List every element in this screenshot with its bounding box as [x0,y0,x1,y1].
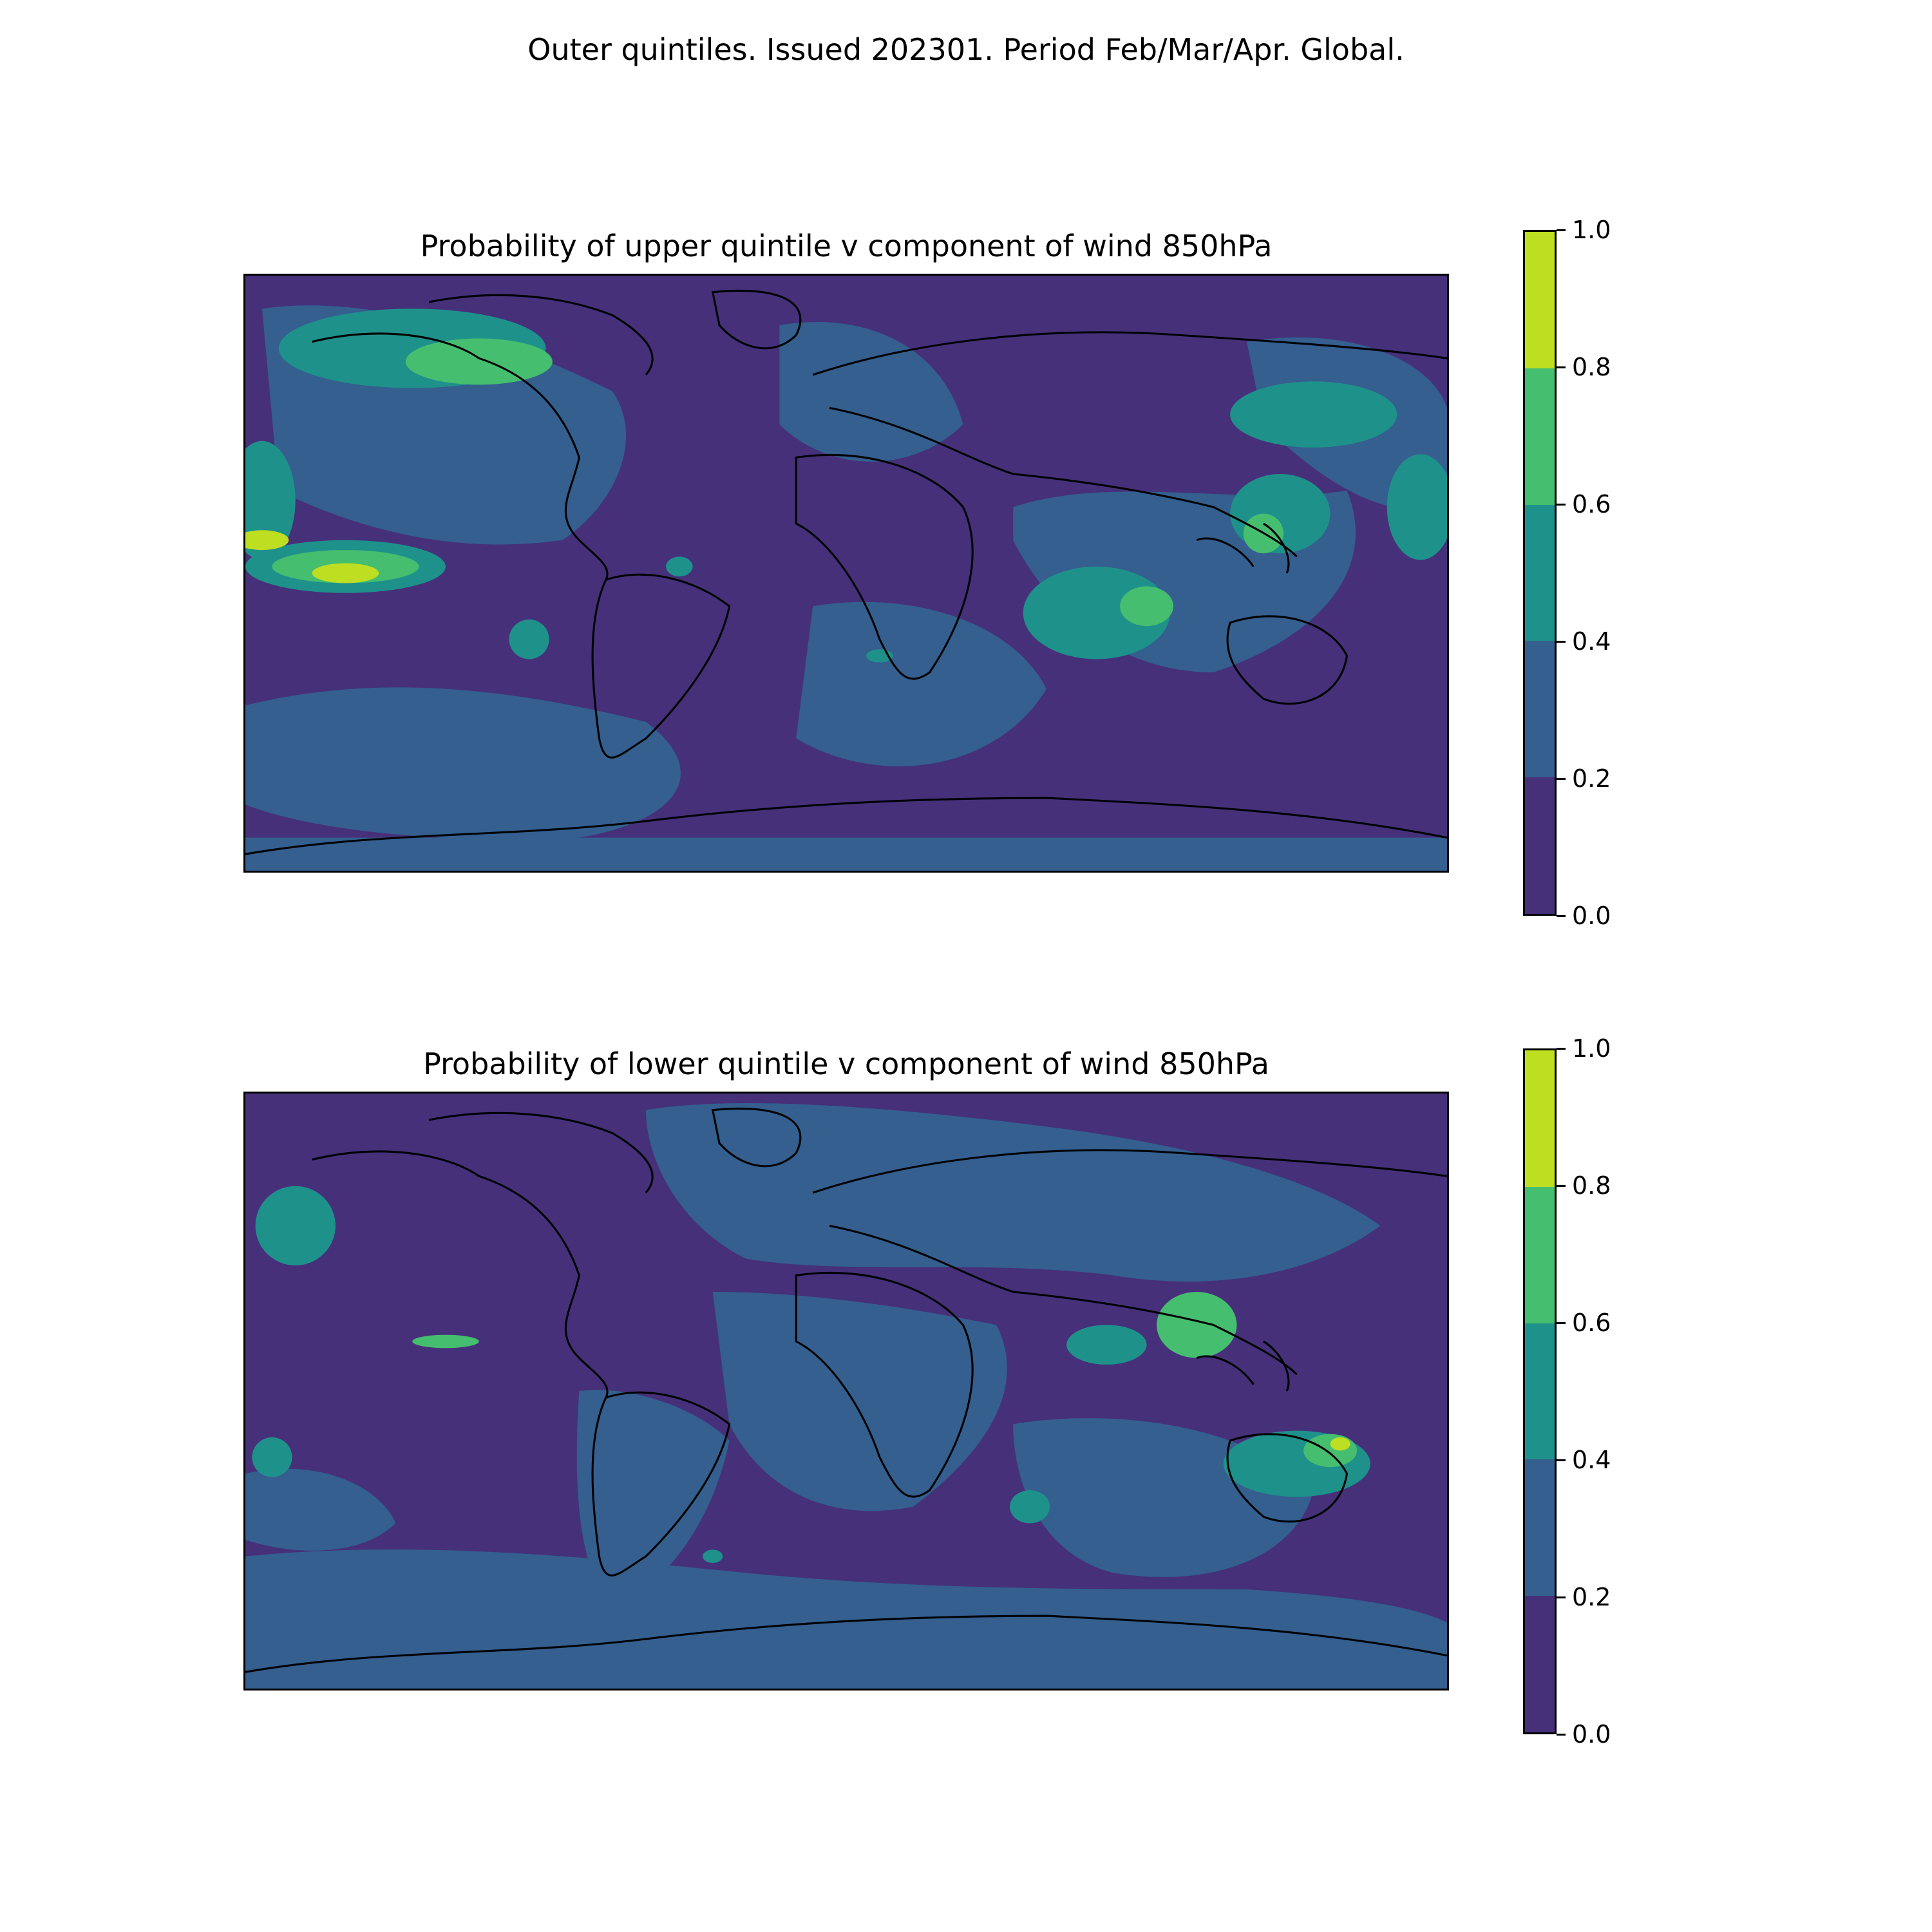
colorbar-segment-5 [1525,1050,1555,1187]
colorbar-segment-5 [1525,232,1555,368]
colorbar-segment-1 [1525,1596,1555,1732]
panel-title-lower: Probability of lower quintile v componen… [423,1046,1269,1081]
colorbar-segment-1 [1525,777,1555,914]
probability-region [1230,381,1397,448]
probability-region [1157,1292,1237,1358]
probability-region [245,440,296,560]
map-upper-quintile [243,274,1449,873]
probability-region [245,530,289,551]
probability-region [255,1186,336,1265]
map-svg-lower [245,1094,1447,1689]
probability-region [509,619,549,659]
map-lower-quintile [243,1092,1449,1690]
probability-region [1387,454,1447,560]
probability-region [252,1437,292,1477]
probability-region [1303,1434,1358,1468]
coastlines-upper [245,289,1447,855]
figure-title: Outer quintiles. Issued 202301. Period F… [527,32,1405,67]
probability-region [1330,1437,1350,1451]
colorbar-segment-2 [1525,641,1555,778]
probability-region [666,556,693,577]
coastlines-lower [245,1107,1447,1673]
probability-region [412,1334,479,1349]
colorbar-upper [1523,230,1557,916]
probability-region [703,1549,723,1563]
probability-region [1066,1325,1147,1365]
colorbar-segment-4 [1525,1186,1555,1323]
panel-title-upper: Probability of upper quintile v componen… [420,229,1273,263]
probability-regions-upper [245,308,1447,663]
colorbar-segment-4 [1525,368,1555,505]
probability-region [312,563,379,583]
colorbar-segment-3 [1525,504,1555,641]
probability-region [405,338,553,385]
map-svg-upper [245,276,1447,871]
colorbar-lower [1523,1048,1557,1734]
colorbar-segment-3 [1525,1323,1555,1460]
probability-region [1120,586,1173,627]
probability-region [1009,1490,1050,1524]
probability-regions-lower [252,1186,1370,1563]
colorbar-segment-2 [1525,1459,1555,1596]
